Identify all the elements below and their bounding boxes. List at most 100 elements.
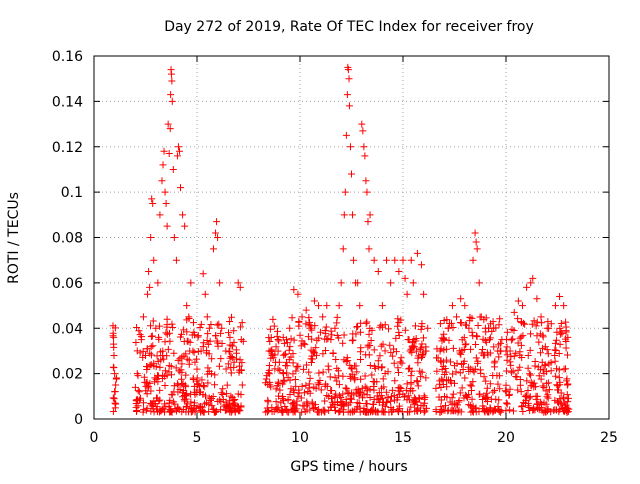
data-point-dense [133, 396, 141, 404]
data-point-dense [552, 336, 560, 344]
data-point-dense [185, 360, 193, 368]
data-point-dense [545, 360, 553, 368]
data-point-dense [335, 392, 343, 400]
data-point-dense [157, 407, 165, 415]
data-point-dense [457, 319, 465, 327]
data-point-dense [380, 408, 388, 416]
data-point [168, 97, 176, 105]
data-point-dense [212, 332, 220, 340]
data-point-dense [174, 381, 182, 389]
data-point [341, 188, 349, 196]
data-point-dense [437, 345, 445, 353]
data-point-dense [287, 385, 295, 393]
data-point-dense [552, 346, 560, 354]
data-point-dense [408, 349, 416, 357]
data-point-dense [139, 408, 147, 416]
data-point-dense [541, 361, 549, 369]
data-point-dense [306, 389, 314, 397]
data-point-dense [545, 379, 553, 387]
data-point-dense [335, 381, 343, 389]
x-tick-label: 10 [291, 430, 309, 446]
data-point [345, 75, 353, 83]
data-point [145, 268, 153, 276]
data-point-dense [189, 406, 197, 414]
data-point-dense [197, 320, 205, 328]
data-point-dense [381, 369, 389, 377]
data-point-dense [444, 324, 452, 332]
data-point-dense [142, 379, 150, 387]
data-point-dense [533, 318, 541, 326]
data-point-dense [284, 395, 292, 403]
data-point-dense [494, 380, 502, 388]
data-point-dense [222, 390, 230, 398]
data-point-dense [271, 351, 279, 359]
data-point-dense [285, 346, 293, 354]
data-point-dense [462, 340, 470, 348]
data-point-dense [509, 367, 517, 375]
data-point [179, 211, 187, 219]
data-point [344, 66, 352, 74]
data-point-dense [170, 388, 178, 396]
data-point-dense [467, 365, 475, 373]
data-point-dense [466, 314, 474, 322]
data-point-dense [460, 394, 468, 402]
data-point-dense [489, 318, 497, 326]
y-tick-label: 0.06 [52, 276, 83, 292]
data-point [167, 91, 175, 99]
data-point-dense [468, 395, 476, 403]
data-point-dense [143, 345, 151, 353]
data-point-dense [305, 314, 313, 322]
data-point-dense [438, 365, 446, 373]
data-point-dense [459, 360, 467, 368]
data-point [148, 195, 156, 203]
data-point-dense [215, 362, 223, 370]
data-point-dense [226, 354, 234, 362]
data-point-dense [174, 356, 182, 364]
data-point-dense [535, 372, 543, 380]
data-point-dense [474, 321, 482, 329]
data-point-dense [525, 394, 533, 402]
data-point-dense [274, 336, 282, 344]
data-point-dense [529, 406, 537, 414]
data-point [174, 143, 182, 151]
data-point [310, 297, 318, 305]
data-point-dense [476, 390, 484, 398]
data-point-dense [228, 313, 236, 321]
data-point-dense [346, 399, 354, 407]
data-point-dense [110, 343, 118, 351]
data-point-dense [456, 389, 464, 397]
data-point-dense [384, 393, 392, 401]
data-point-dense [282, 350, 290, 358]
data-point-dense [442, 376, 450, 384]
data-point-dense [230, 338, 238, 346]
data-point-dense [320, 408, 328, 416]
data-point-dense [528, 320, 536, 328]
data-point-dense [472, 340, 480, 348]
data-point-dense [545, 386, 553, 394]
data-point [135, 388, 143, 396]
data-point-dense [324, 335, 332, 343]
data-point-dense [480, 373, 488, 381]
data-point-dense [366, 362, 374, 370]
data-point-dense [564, 380, 572, 388]
data-point-dense [230, 327, 238, 335]
data-point-dense [225, 347, 233, 355]
data-point-dense [217, 398, 225, 406]
data-point-dense [527, 330, 535, 338]
data-point-dense [161, 367, 169, 375]
data-point-dense [189, 319, 197, 327]
data-point-dense [527, 371, 535, 379]
data-point-dense [156, 386, 164, 394]
data-point-dense [508, 325, 516, 333]
data-point-dense [541, 362, 549, 370]
y-axis-tick-labels: 0 0.02 0.04 0.06 0.08 0.1 0.12 0.14 0.16 [52, 49, 83, 428]
data-point-dense [359, 407, 367, 415]
data-point-dense [381, 403, 389, 411]
data-point-dense [332, 355, 340, 363]
data-point-dense [503, 400, 511, 408]
data-point [146, 283, 154, 291]
data-point-dense [356, 355, 364, 363]
data-point-dense [180, 337, 188, 345]
